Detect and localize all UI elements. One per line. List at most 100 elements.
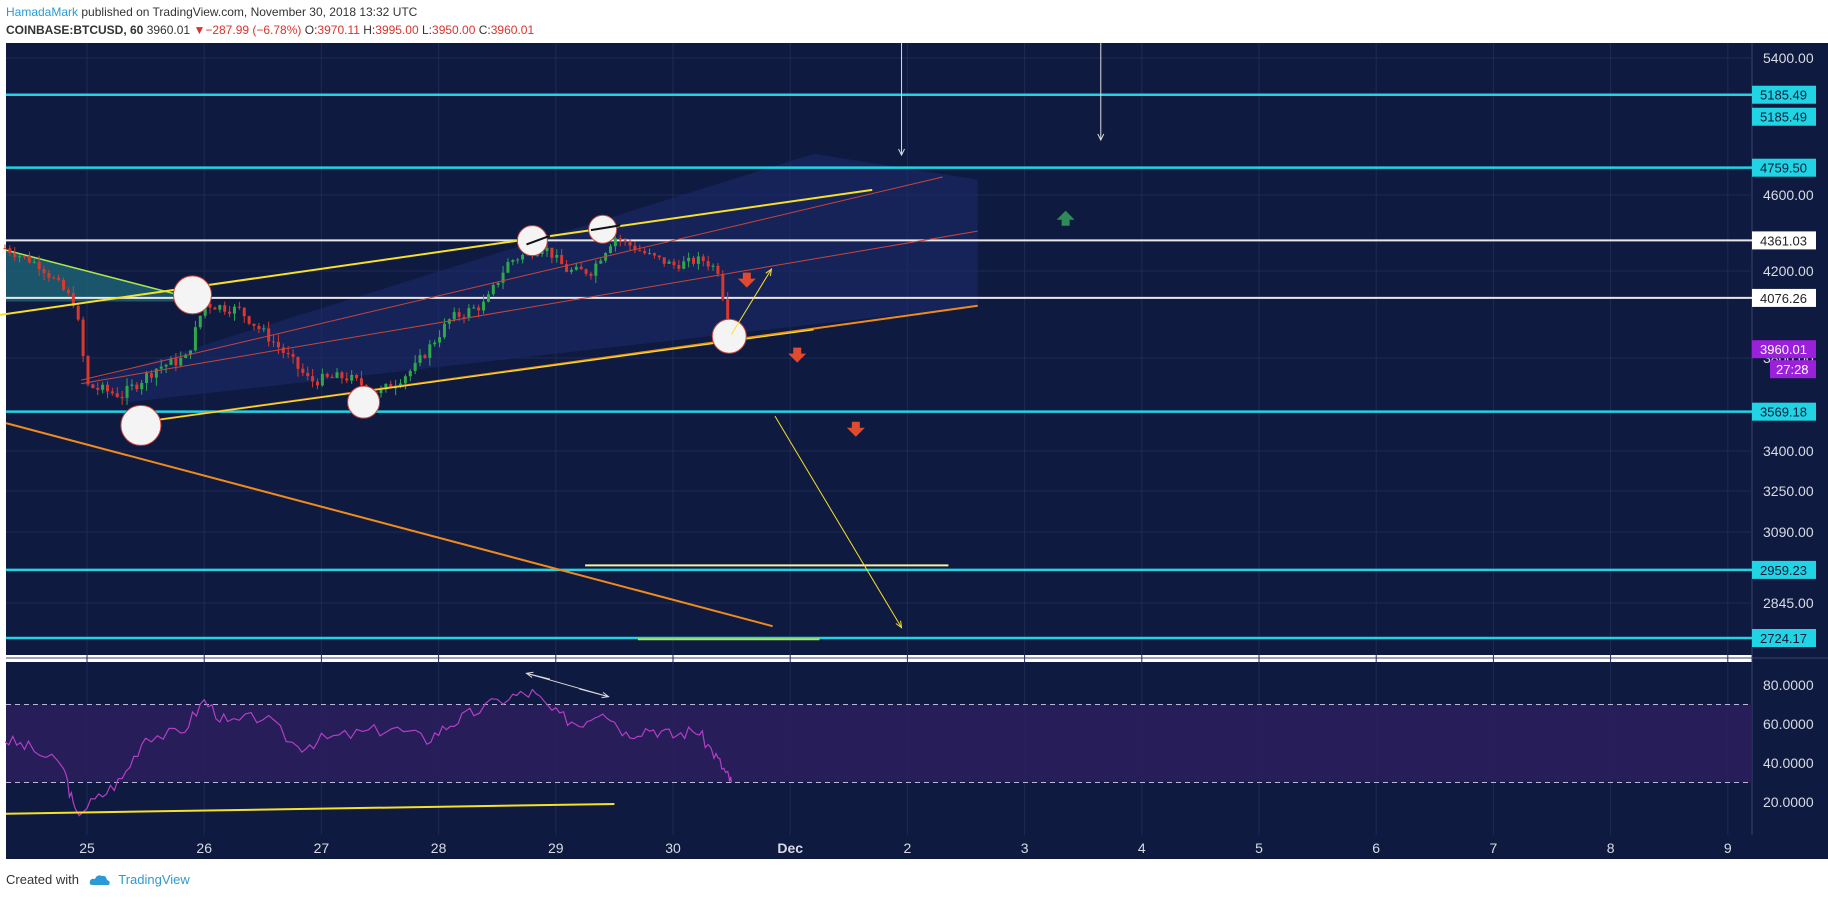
low-value: 3950.00 <box>432 23 476 37</box>
candle-body <box>315 381 319 386</box>
candle-body <box>408 370 412 377</box>
price-tick-label: 4600.00 <box>1763 187 1814 203</box>
candle-body <box>242 307 246 317</box>
candle-body <box>272 341 276 343</box>
candle-body <box>462 316 466 318</box>
close-value: 3960.01 <box>490 23 535 37</box>
projection-arrow-up-head <box>765 268 773 277</box>
candles-group <box>3 234 730 405</box>
candle-body <box>613 238 617 247</box>
time-axis-background <box>6 835 1828 859</box>
open-label: O: <box>304 23 318 37</box>
candle-body <box>565 264 569 272</box>
candle-body <box>110 391 114 394</box>
candle-body <box>652 253 656 256</box>
tradingview-cloud-icon <box>89 875 110 885</box>
candle-body <box>623 240 627 242</box>
candle-body <box>198 315 202 328</box>
candle-body <box>306 372 310 377</box>
candle-body <box>711 265 715 267</box>
level-badge-duplicate: 5185.49 <box>1760 110 1807 125</box>
high-value: 3995.00 <box>375 23 419 37</box>
published-text: published on TradingView.com, November 3… <box>81 5 418 19</box>
touch-point-circle <box>172 275 212 315</box>
rsi-trend-line <box>5 802 615 815</box>
candle-body <box>428 344 432 358</box>
candle-body <box>262 328 266 330</box>
level-badge-bg <box>1752 629 1816 647</box>
candle-body <box>164 364 168 367</box>
candle-body <box>106 384 110 392</box>
level-badge: 2959.23 <box>1760 563 1807 578</box>
candle-body <box>560 254 564 265</box>
level-badge-bg <box>1752 158 1816 177</box>
time-tick-label: 27 <box>314 840 330 856</box>
open-value: 3970.11 <box>317 23 360 37</box>
last-price-badge-bg <box>1752 340 1816 359</box>
candle-body <box>91 384 95 389</box>
candle-body <box>677 265 681 269</box>
candle-body <box>247 316 251 324</box>
tradingview-link[interactable]: TradingView <box>118 872 190 887</box>
time-tick-label: 26 <box>196 840 212 856</box>
candle-body <box>345 378 349 381</box>
candle-body <box>706 261 710 267</box>
candle-body <box>608 246 612 254</box>
projection-arrow-up <box>731 268 772 335</box>
candle-body <box>52 277 56 279</box>
candle-body <box>687 257 691 262</box>
level-badge: 4759.50 <box>1760 161 1807 176</box>
rsi-divergence-arrow-right-head <box>601 692 610 699</box>
candle-body <box>223 305 227 312</box>
candle-body <box>511 260 515 262</box>
touch-point-circle <box>120 404 162 446</box>
price-tick-label: 4200.00 <box>1763 263 1814 279</box>
candle-body <box>491 284 495 295</box>
time-tick-label: 29 <box>548 840 564 856</box>
candle-body <box>482 301 486 311</box>
candle-body <box>145 373 149 384</box>
candle-body <box>81 319 85 357</box>
price-tick-label: 5400.00 <box>1763 50 1814 66</box>
change-text: −287.99 (−6.78%) <box>205 23 302 37</box>
candle-body <box>589 273 593 276</box>
candle-body <box>189 350 193 355</box>
author-link[interactable]: HamadaMark <box>6 5 79 19</box>
candle-body <box>496 282 500 285</box>
candle-body <box>438 337 442 343</box>
candle-body <box>330 376 334 378</box>
candle-body <box>457 312 461 317</box>
candle-body <box>584 269 588 274</box>
candle-body <box>696 256 700 264</box>
candle-body <box>32 261 36 263</box>
candle-body <box>399 383 403 386</box>
candle-body <box>47 272 51 278</box>
candle-body <box>433 342 437 345</box>
candle-body <box>555 254 559 258</box>
candle-body <box>18 256 22 258</box>
candle-body <box>71 293 75 307</box>
candle-body <box>232 306 236 314</box>
candle-body <box>130 384 134 386</box>
candle-body <box>286 352 290 355</box>
candle-body <box>291 354 295 357</box>
chart-header: HamadaMark published on TradingView.com,… <box>6 3 1406 39</box>
candle-body <box>296 356 300 369</box>
candle-body <box>66 290 70 294</box>
candle-body <box>355 375 359 379</box>
level-badge: 4076.26 <box>1760 291 1807 306</box>
time-tick-label: 9 <box>1724 840 1732 856</box>
touch-point-circle <box>516 225 548 257</box>
candle-body <box>140 383 144 390</box>
ohlc-line: COINBASE:BTCUSD, 60 3960.01 ▼−287.99 (−6… <box>6 23 534 37</box>
candle-body <box>174 358 178 366</box>
price-tick-label: 3090.00 <box>1763 524 1814 540</box>
level-badge: 3569.18 <box>1760 405 1807 420</box>
candle-body <box>594 263 598 276</box>
candle-body <box>403 376 407 384</box>
down-arrow-icon: ▼ <box>193 23 206 37</box>
level-badge-bg <box>1752 85 1816 104</box>
time-tick-label: Dec <box>777 840 803 856</box>
candle-body <box>208 303 212 308</box>
